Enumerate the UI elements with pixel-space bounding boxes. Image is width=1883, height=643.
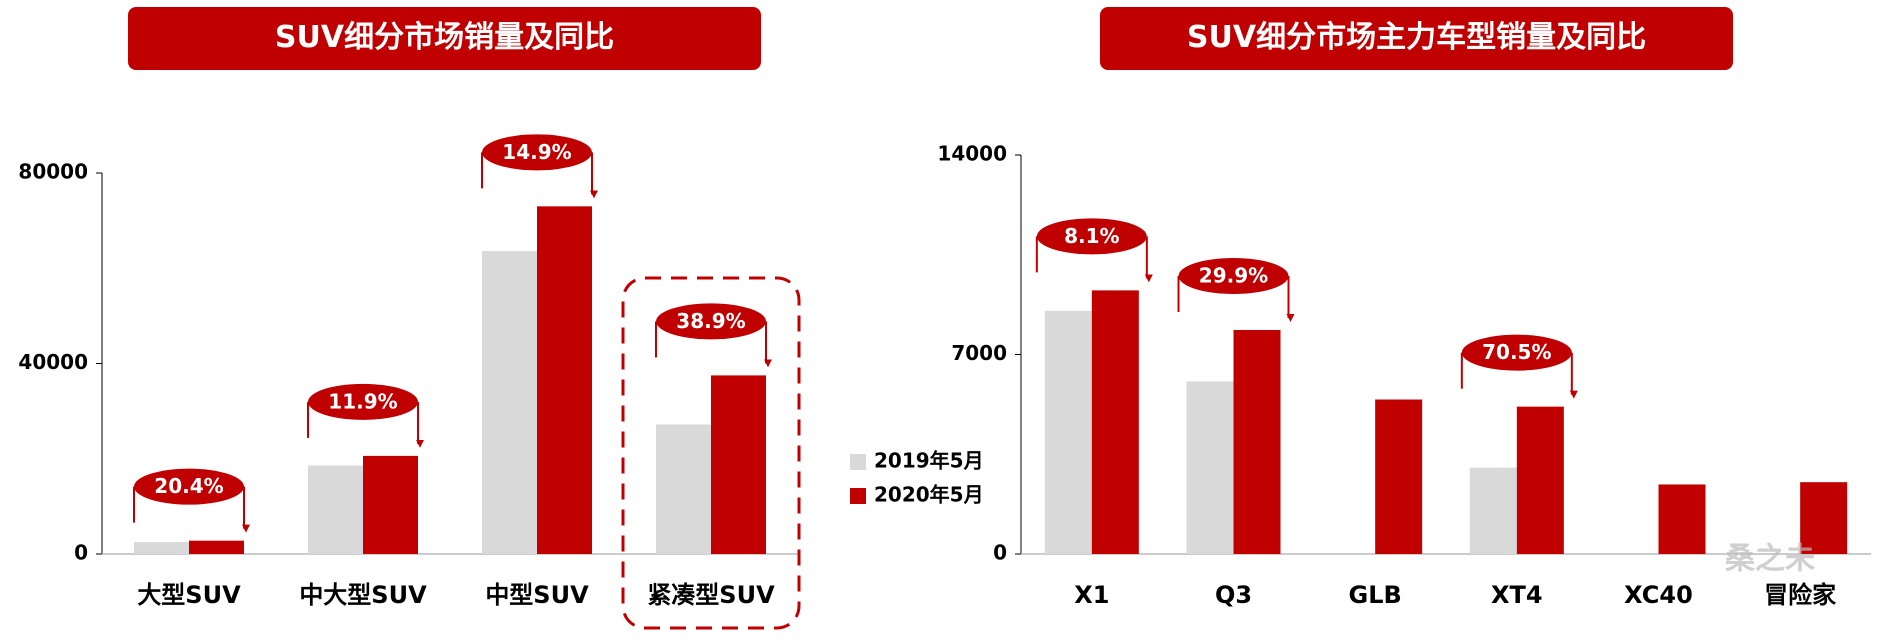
bar [537, 206, 592, 554]
growth-bubble [134, 468, 244, 505]
growth-bubble [482, 134, 592, 171]
y-tick-label: 14000 [937, 142, 1007, 166]
growth-label: 29.9% [1199, 263, 1268, 287]
legend-label: 2020年5月 [874, 483, 984, 507]
y-tick-label: 40000 [18, 350, 88, 374]
bar [134, 542, 189, 554]
growth-label: 20.4% [154, 474, 223, 498]
x-tick-label: 中型SUV [485, 581, 589, 609]
growth-bubble [308, 383, 418, 420]
chart-title: SUV细分市场销量及同比 [275, 20, 614, 55]
title-box [128, 7, 761, 70]
x-tick-label: XT4 [1491, 581, 1543, 609]
x-tick-label: 紧凑型SUV [647, 581, 775, 609]
y-tick-label: 80000 [18, 160, 88, 184]
growth-label: 11.9% [328, 389, 397, 413]
growth-bubble [656, 303, 766, 340]
bar [1375, 399, 1423, 554]
growth-label: 70.5% [1482, 340, 1551, 364]
bar [1800, 482, 1848, 554]
chart-title: SUV细分市场主力车型销量及同比 [1187, 20, 1646, 55]
growth-bubble [1036, 218, 1147, 255]
bar [1233, 329, 1281, 554]
bar [482, 251, 537, 555]
bar [711, 375, 766, 554]
bar [1516, 406, 1564, 554]
highlight-box [621, 276, 801, 630]
x-tick-label: Q3 [1215, 581, 1252, 609]
x-tick-label: 中大型SUV [299, 581, 427, 609]
bar [1091, 290, 1139, 554]
x-tick-label: X1 [1074, 581, 1109, 609]
x-tick-label: 大型SUV [137, 581, 241, 609]
bar [1044, 310, 1092, 554]
bar [656, 424, 711, 554]
growth-label: 38.9% [676, 309, 745, 333]
legend-swatch [850, 454, 866, 470]
x-tick-label: 冒险家 [1764, 581, 1836, 609]
bar [308, 465, 363, 554]
growth-label: 14.9% [502, 140, 571, 164]
legend-swatch [850, 488, 866, 504]
growth-label: 8.1% [1064, 224, 1119, 248]
bar [1186, 381, 1234, 554]
bar [189, 540, 244, 554]
legend-label: 2019年5月 [874, 449, 984, 473]
growth-bubble [1178, 257, 1289, 294]
x-tick-label: GLB [1349, 581, 1402, 609]
y-tick-label: 0 [993, 541, 1007, 565]
watermark: 桑之未 [1725, 542, 1815, 577]
title-box [1100, 7, 1733, 70]
y-tick-label: 0 [74, 541, 88, 565]
bar [1469, 467, 1517, 554]
growth-bubble [1461, 334, 1572, 371]
x-tick-label: XC40 [1624, 581, 1693, 609]
bar [1658, 484, 1706, 554]
bar [363, 455, 418, 554]
y-tick-label: 7000 [951, 341, 1007, 365]
